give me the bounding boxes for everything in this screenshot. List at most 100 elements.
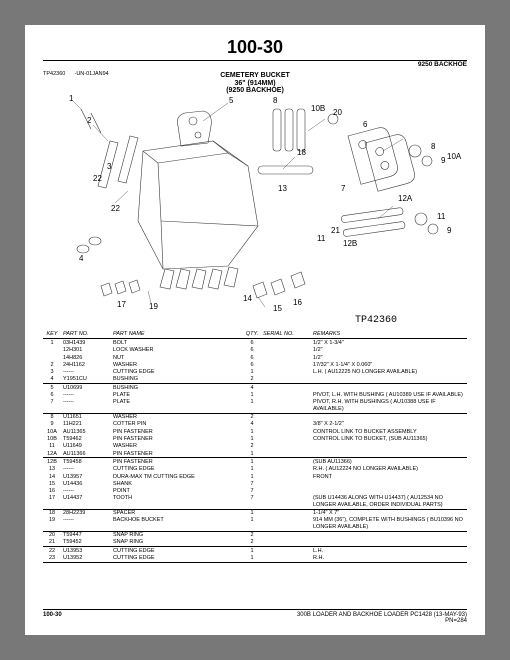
cell: 2 <box>243 531 263 539</box>
cell: 16 <box>43 488 63 495</box>
cell: 1 <box>243 399 263 413</box>
cell <box>263 413 313 421</box>
cell <box>263 517 313 531</box>
cell: U11649 <box>63 443 113 450</box>
svg-text:12B: 12B <box>343 239 357 248</box>
cell: L.H. ( AU12225 NO LONGER AVAILABLE) <box>313 369 467 376</box>
cell <box>43 347 63 354</box>
cell: 1 <box>243 392 263 399</box>
table-row: 15U14436SHANK7 <box>43 480 467 487</box>
cell <box>263 450 313 458</box>
cell <box>263 384 313 392</box>
svg-text:15: 15 <box>273 304 282 313</box>
svg-text:22: 22 <box>93 174 102 183</box>
cell: (SUB U14436 ALONG WITH U14437) ( AU12534… <box>313 495 467 509</box>
cell: 7 <box>243 495 263 509</box>
table-row: 6------PLATE1PIVOT, L.H. WITH BUSHING ( … <box>43 392 467 399</box>
cell <box>263 443 313 450</box>
cell: U14437 <box>63 495 113 509</box>
table-row: 22U13953CUTTING EDGE1L.H. <box>43 547 467 555</box>
cell: 7 <box>43 399 63 413</box>
cell <box>263 339 313 347</box>
svg-text:5: 5 <box>229 96 234 105</box>
cell: 1 <box>243 458 263 466</box>
cell: PIN FASTENER <box>113 458 243 466</box>
cell: CUTTING EDGE <box>113 369 243 376</box>
cell: 4 <box>243 384 263 392</box>
svg-text:16: 16 <box>293 298 302 307</box>
cell <box>313 450 467 458</box>
cell: 1 <box>243 428 263 435</box>
cell: CONTROL LINK TO BUCKET ASSEMBLY <box>313 428 467 435</box>
cell: BOLT <box>113 339 243 347</box>
cell: 12H301 <box>63 347 113 354</box>
table-row: 10AAU11365PIN FASTENER1CONTROL LINK TO B… <box>43 428 467 435</box>
cell: PLATE <box>113 399 243 413</box>
cell: 10B <box>43 435 63 442</box>
cell: 6 <box>43 392 63 399</box>
cell <box>263 376 313 384</box>
cell: T59447 <box>63 531 113 539</box>
table-row: 13------CUTTING EDGE1R.H. ( AU12224 NO L… <box>43 466 467 473</box>
cell <box>263 547 313 555</box>
cell: 03H1439 <box>63 339 113 347</box>
table-row: 1828H2239SPACER11-1/4" X 7" <box>43 509 467 517</box>
cell <box>263 466 313 473</box>
cell: U14436 <box>63 480 113 487</box>
cell: 20 <box>43 531 63 539</box>
svg-text:8: 8 <box>273 96 278 105</box>
cell: 1 <box>243 554 263 562</box>
exploded-diagram: 1 2 22 4 5 6 7 8 9 10A 10B 20 8 11 9 12A… <box>43 91 467 326</box>
cell <box>43 354 63 361</box>
cell <box>263 361 313 368</box>
cell: CONTROL LINK TO BUCKET, (SUB AU11365) <box>313 435 467 442</box>
cell: 1/2" <box>313 354 467 361</box>
cell: BACKHOE BUCKET <box>113 517 243 531</box>
cell: 1 <box>243 435 263 442</box>
table-row: 14H826NUT61/2" <box>43 354 467 361</box>
cell: 4 <box>43 376 63 384</box>
footer-left: 100-30 <box>43 612 62 625</box>
cell: 17/32" X 1-1/4" X 0.060" <box>313 361 467 368</box>
cell <box>263 421 313 428</box>
cell: 22 <box>43 547 63 555</box>
tp-ref: TP42360 <box>355 315 397 326</box>
cell: Y1951CU <box>63 376 113 384</box>
cell: 11 <box>43 443 63 450</box>
cell: SPACER <box>113 509 243 517</box>
svg-text:13: 13 <box>278 184 287 193</box>
svg-text:3: 3 <box>107 162 112 171</box>
cell: 1-1/4" X 7" <box>313 509 467 517</box>
svg-text:20: 20 <box>333 108 342 117</box>
col-qty: QTY. <box>243 330 263 339</box>
cell <box>313 488 467 495</box>
table-row: 19------BACKHOE BUCKET1914 MM (36"), COM… <box>43 517 467 531</box>
cell <box>263 531 313 539</box>
table-row: 21T59452SNAP RING2 <box>43 539 467 547</box>
cell <box>263 369 313 376</box>
svg-text:14: 14 <box>243 294 252 303</box>
table-row: 224H1162WASHER617/32" X 1-1/4" X 0.060" <box>43 361 467 368</box>
footer-right: 300B LOADER AND BACKHOE LOADER PC1428 (1… <box>297 612 467 625</box>
cell: U11651 <box>63 413 113 421</box>
cell <box>313 384 467 392</box>
table-row: 14U13957DURA-MAX TM CUTTING EDGE1FRONT <box>43 473 467 480</box>
cell: LOCK WASHER <box>113 347 243 354</box>
cell: 23 <box>43 554 63 562</box>
svg-text:12A: 12A <box>398 194 413 203</box>
cell: 15 <box>43 480 63 487</box>
page: 100-30 9250 BACKHOE CEMETERY BUCKET 36" … <box>25 25 485 635</box>
cell: 3 <box>43 369 63 376</box>
cell <box>263 347 313 354</box>
cell: 11H221 <box>63 421 113 428</box>
cell: T59462 <box>63 435 113 442</box>
svg-text:17: 17 <box>117 300 126 309</box>
cell: ------ <box>63 488 113 495</box>
cell: PIVOT, R.H. WITH BUSHINGS ( AU10388 USE … <box>313 399 467 413</box>
cell: 10A <box>43 428 63 435</box>
cell: 9 <box>43 421 63 428</box>
svg-text:18: 18 <box>297 148 306 157</box>
cell: PIVOT, L.H. WITH BUSHING ( AU10389 USE I… <box>313 392 467 399</box>
svg-text:4: 4 <box>79 254 84 263</box>
col-remarks: REMARKS <box>313 330 467 339</box>
